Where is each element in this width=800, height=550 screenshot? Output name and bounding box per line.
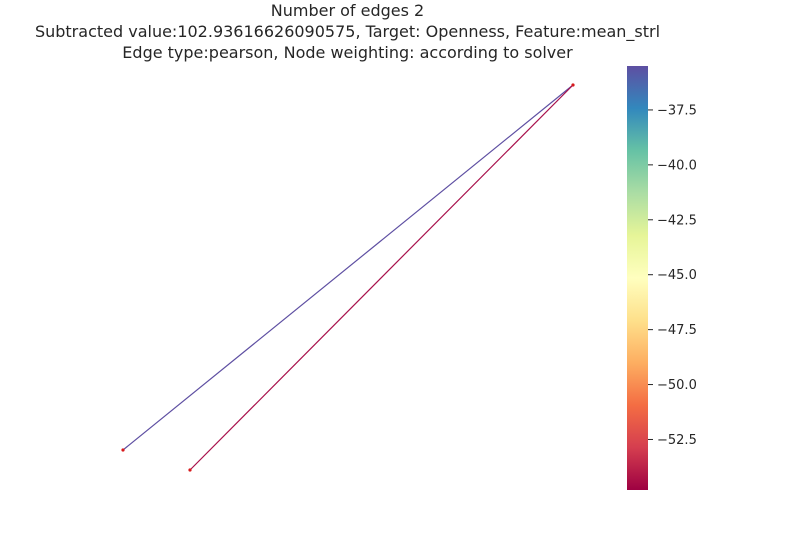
title-line-2: Subtracted value:102.93616626090575, Tar…	[34, 22, 661, 41]
colorbar-tick-label: −37.5	[657, 103, 697, 118]
plot-title: Number of edges 2 Subtracted value:102.9…	[0, 0, 695, 63]
node-2	[188, 468, 192, 472]
colorbar-tick-label: −40.0	[657, 158, 697, 173]
colorbar-tick-label: −45.0	[657, 268, 697, 283]
colorbar-tick-label: −50.0	[657, 378, 697, 393]
edge-1	[122, 84, 574, 451]
title-line-1: Number of edges 2	[270, 1, 425, 20]
colorbar-ticks: −37.5 −40.0 −42.5 −45.0 −47.5 −50.0 −52.5	[648, 103, 697, 448]
node-1	[121, 448, 125, 452]
title-line-3: Edge type:pearson, Node weighting: accor…	[122, 43, 573, 62]
edge-2	[189, 84, 574, 471]
node-3	[571, 83, 575, 87]
colorbar-tick-label: −47.5	[657, 323, 697, 338]
colorbar	[627, 66, 648, 490]
colorbar-tick-label: −52.5	[657, 433, 697, 448]
colorbar-tick-label: −42.5	[657, 213, 697, 228]
